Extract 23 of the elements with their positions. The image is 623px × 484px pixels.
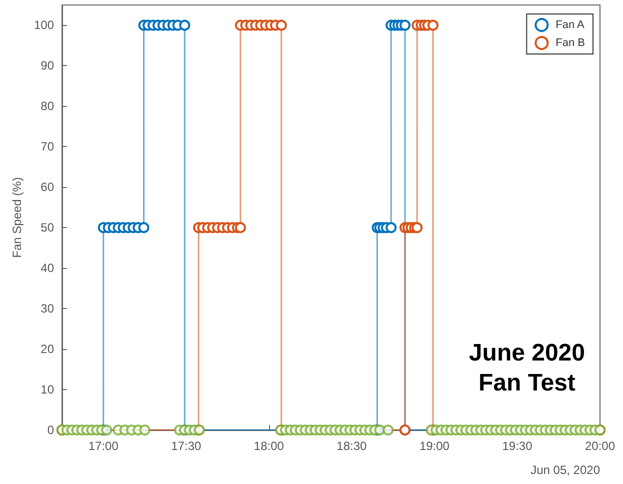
annotation: June 2020 Fan Test — [468, 340, 585, 396]
x-tick-label: 19:00 — [419, 439, 450, 453]
y-tick-label: 40 — [40, 261, 54, 276]
y-tick-label: 30 — [40, 302, 54, 316]
y-tick-label: 90 — [40, 58, 54, 73]
x-tick-label: 18:00 — [254, 439, 284, 453]
y-tick-label: 60 — [40, 180, 54, 194]
x-tick-label: 19:30 — [502, 439, 533, 453]
x-tick-label: 17:00 — [88, 439, 119, 453]
x-tick-label: 17:30 — [171, 439, 202, 453]
y-tick-label: 20 — [40, 342, 54, 356]
y-tick-label: 80 — [40, 99, 54, 114]
x-axis-title: Jun 05, 2020 — [530, 463, 600, 477]
legend-label: Fan A — [556, 19, 586, 31]
legend-label: Fan B — [556, 37, 586, 49]
y-tick-label: 50 — [40, 220, 54, 235]
y-tick-label: 10 — [40, 382, 54, 397]
y-tick-label: 0 — [47, 423, 54, 437]
y-tick-label: 70 — [40, 140, 54, 154]
x-tick-label: 20:00 — [584, 439, 616, 453]
x-tick-label: 18:30 — [336, 439, 368, 453]
y-axis-title: Fan Speed (%) — [10, 177, 24, 258]
y-tick-label: 100 — [34, 18, 54, 32]
